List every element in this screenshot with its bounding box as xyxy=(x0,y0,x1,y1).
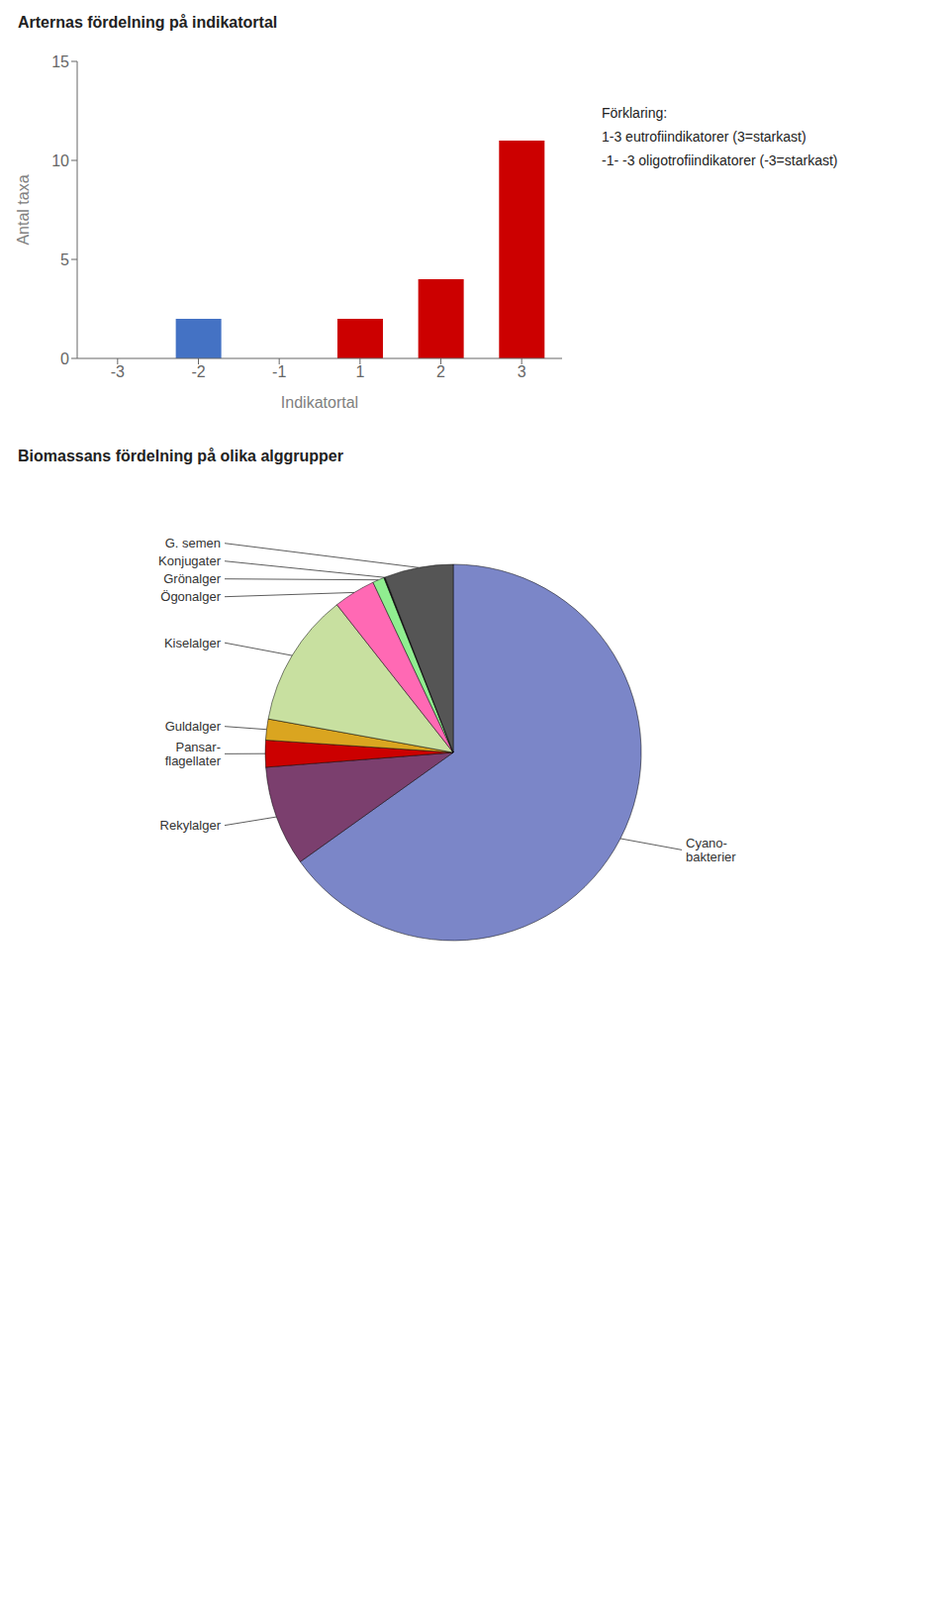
svg-text:Pansar-flagellater: Pansar-flagellater xyxy=(165,739,222,768)
svg-text:-2: -2 xyxy=(190,363,205,380)
svg-text:G. semen: G. semen xyxy=(165,535,221,551)
svg-text:3: 3 xyxy=(517,363,527,380)
svg-text:15: 15 xyxy=(51,53,70,71)
svg-text:Konjugater: Konjugater xyxy=(158,553,222,569)
svg-text:Guldalger: Guldalger xyxy=(165,718,222,734)
svg-text:Rekylalger: Rekylalger xyxy=(160,817,222,833)
svg-text:Grönalger: Grönalger xyxy=(163,570,221,586)
svg-text:10: 10 xyxy=(51,152,70,170)
svg-text:Ögonalger: Ögonalger xyxy=(160,588,221,604)
svg-text:-3: -3 xyxy=(110,363,125,380)
html-text:-1- -3 oligotrofiindikatorer (: -1- -3 oligotrofiindikatorer (-3=starkas… xyxy=(601,152,838,169)
svg-text:1: 1 xyxy=(355,363,365,380)
html-text:Biomassans fördelning på olika: Biomassans fördelning på olika alggruppe… xyxy=(17,447,344,465)
svg-text:5: 5 xyxy=(60,251,70,269)
svg-text:Antal taxa: Antal taxa xyxy=(14,174,32,245)
svg-text:Cyano-bakterier: Cyano-bakterier xyxy=(685,835,737,864)
svg-text:Indikatortal: Indikatortal xyxy=(281,393,359,411)
html-text:1-3 eutrofiindikatorer (3=star: 1-3 eutrofiindikatorer (3=starkast) xyxy=(601,128,807,145)
html-text:Förklaring:: Förklaring: xyxy=(601,104,668,121)
svg-text:0: 0 xyxy=(60,350,70,368)
html-text:Arternas fördelning på indikat: Arternas fördelning på indikatortal xyxy=(17,13,278,31)
svg-text:2: 2 xyxy=(436,363,446,380)
svg-text:-1: -1 xyxy=(272,363,286,380)
svg-text:Kiselalger: Kiselalger xyxy=(164,635,222,651)
